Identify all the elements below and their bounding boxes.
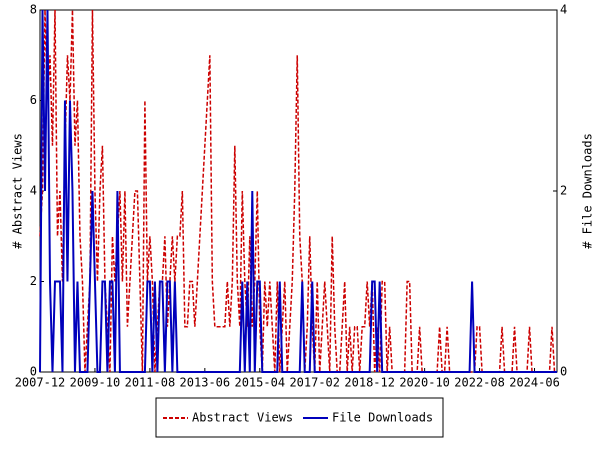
y2-tick-label: 0 xyxy=(560,365,567,379)
y2-tick-label: 2 xyxy=(560,184,567,198)
y-axis-label: # Abstract Views xyxy=(11,133,25,249)
series-line xyxy=(39,9,557,373)
x-tick-label: 2009-10 xyxy=(70,376,121,390)
x-tick-label: 2011-08 xyxy=(125,376,176,390)
y2-axis-label: # File Downloads xyxy=(581,133,595,249)
y-tick-label: 2 xyxy=(30,274,37,288)
x-tick-label: 2020-10 xyxy=(399,376,450,390)
y-tick-label: 4 xyxy=(30,184,37,198)
y-tick-label: 8 xyxy=(30,3,37,17)
legend-box xyxy=(155,397,444,438)
legend-label: Abstract Views xyxy=(192,411,293,425)
x-tick-label: 2013-06 xyxy=(180,376,231,390)
y2-tick-label: 4 xyxy=(560,3,567,17)
x-tick-label: 2018-12 xyxy=(344,376,395,390)
x-tick-label: 2024-06 xyxy=(509,376,560,390)
legend-label: File Downloads xyxy=(332,411,433,425)
y-tick-label: 0 xyxy=(30,365,37,379)
y-tick-label: 6 xyxy=(30,93,37,107)
series-line xyxy=(39,9,557,373)
x-tick-label: 2007-12 xyxy=(15,376,66,390)
x-tick-label: 2022-08 xyxy=(454,376,505,390)
x-tick-label: 2017-02 xyxy=(289,376,340,390)
x-tick-label: 2015-04 xyxy=(234,376,285,390)
